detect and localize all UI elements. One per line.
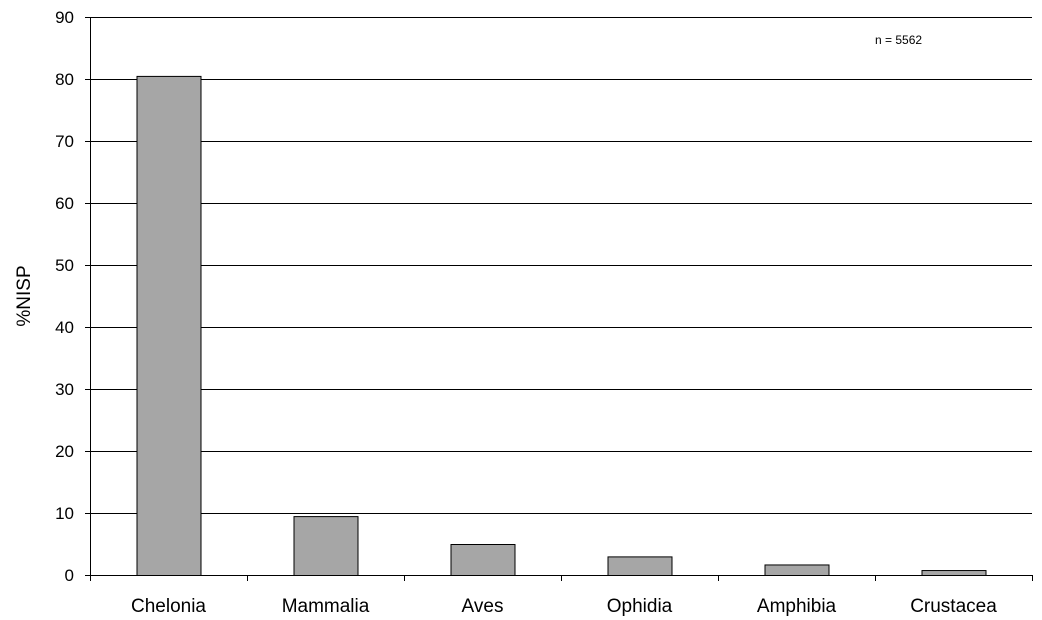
bars [136,75,987,577]
axes [85,17,1033,581]
y-tick-label: 90 [55,8,74,27]
x-tick-label: Ophidia [607,596,673,617]
x-tick-label: Chelonia [131,596,206,617]
grid-lines [90,17,1032,514]
y-tick-label: 10 [55,504,74,523]
y-tick-label: 60 [55,194,74,213]
y-tick-label: 40 [55,318,74,337]
bar-ophidia [607,556,673,577]
y-tick-label: 20 [55,442,74,461]
x-tick-labels: Chelonia Mammalia Aves Ophidia Amphibia Crust… [131,596,997,617]
y-tick-label: 50 [55,256,74,275]
bar-mammalia [293,516,359,576]
y-tick-labels: 0 10 20 30 40 50 60 70 80 90 [55,8,74,585]
y-tick-label: 80 [55,70,74,89]
x-tick-label: Aves [462,596,504,617]
sample-size-annotation: n = 5562 [875,33,922,47]
y-axis-title: %NISP [14,265,35,326]
x-tick-label: Mammalia [282,596,370,617]
y-tick-label: 70 [55,132,74,151]
x-tick-label: Crustacea [910,596,997,617]
y-tick-label: 30 [55,380,74,399]
bar-chelonia [136,75,202,577]
bar-amphibia [764,564,830,577]
x-tick-label: Amphibia [757,596,837,617]
y-tick-label: 0 [65,566,74,585]
bar-crustacea [921,570,987,576]
bar-aves [450,544,516,576]
